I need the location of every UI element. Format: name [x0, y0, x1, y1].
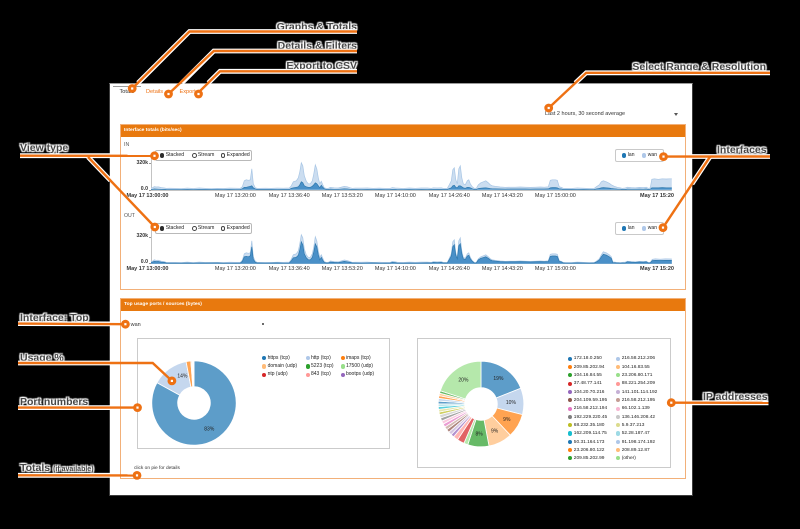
svg-text:19%: 19% [493, 376, 504, 382]
svg-text:10%: 10% [506, 400, 517, 406]
svg-text:20%: 20% [458, 378, 469, 384]
svg-text:9%: 9% [491, 429, 499, 435]
svg-text:9%: 9% [503, 417, 511, 423]
svg-text:14%: 14% [177, 373, 188, 379]
svg-text:83%: 83% [204, 426, 215, 432]
svg-text:8%: 8% [475, 432, 483, 438]
